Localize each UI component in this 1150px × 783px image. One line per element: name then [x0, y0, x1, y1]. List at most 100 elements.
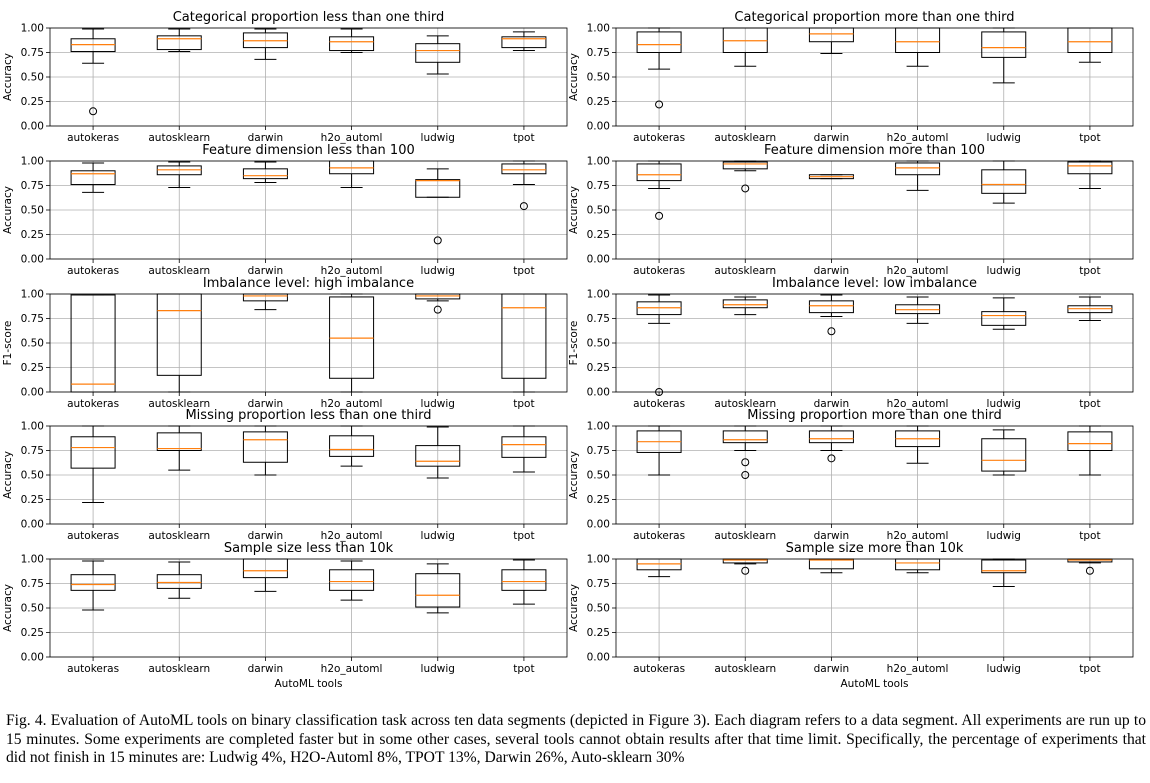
- x-tick-label: tpot: [513, 530, 534, 542]
- y-tick-label: 0.50: [587, 72, 610, 84]
- y-tick-label: 1.00: [587, 554, 610, 566]
- y-axis-label: F1-score: [568, 321, 580, 366]
- chart-title: Categorical proportion less than one thi…: [173, 10, 445, 25]
- boxplot-figure: 0.00 0.25 0.50 0.75 1.00 autokeras autosklearn…: [2, 10, 1134, 690]
- x-tick-label: darwin: [814, 265, 850, 277]
- x-tick-label: ludwig: [987, 530, 1021, 542]
- outlier-point: [741, 184, 750, 193]
- box-darwin: [242, 161, 288, 184]
- y-axis-label: F1-score: [2, 321, 14, 366]
- iqr-box: [808, 430, 854, 444]
- figure-caption: Fig. 4. Evaluation of AutoML tools on bi…: [6, 712, 1146, 767]
- y-tick-label: 0.25: [587, 362, 610, 374]
- box-ludwig: [415, 426, 461, 479]
- x-tick-label: darwin: [814, 132, 850, 144]
- box-tpot: [501, 559, 547, 605]
- x-tick-label: ludwig: [421, 663, 455, 675]
- x-tick-label: autokeras: [67, 663, 119, 675]
- chart-title: Categorical proportion more than one thi…: [734, 10, 1014, 25]
- chart-title: Sample size more than 10k: [786, 541, 964, 556]
- y-tick-label: 0.25: [21, 229, 44, 241]
- x-tick-label: tpot: [1079, 265, 1100, 277]
- iqr-box: [895, 162, 941, 176]
- box-autosklearn: [722, 425, 768, 479]
- iqr-box: [722, 430, 768, 444]
- x-axis-label: AutoML tools: [275, 678, 343, 690]
- y-tick-label: 0.00: [587, 519, 610, 531]
- y-tick-label: 0.00: [21, 519, 44, 531]
- x-tick-label: tpot: [513, 265, 534, 277]
- iqr-box: [70, 170, 116, 186]
- plot-frame: [615, 293, 1134, 393]
- x-tick-label: h2o_automl: [321, 530, 383, 542]
- y-tick-label: 1.00: [587, 421, 610, 433]
- x-tick-label: tpot: [513, 398, 534, 410]
- x-tick-label: tpot: [513, 663, 534, 675]
- x-tick-label: autokeras: [67, 398, 119, 410]
- y-tick-label: 0.75: [21, 180, 44, 192]
- y-tick-label: 0.25: [587, 229, 610, 241]
- box-autokeras: [70, 28, 116, 116]
- y-tick-label: 0.25: [21, 627, 44, 639]
- iqr-box: [981, 31, 1027, 58]
- iqr-box: [415, 179, 461, 198]
- iqr-box: [329, 569, 375, 591]
- x-tick-label: ludwig: [421, 265, 455, 277]
- chart-panel: 0.00 0.25 0.50 0.75 1.00 autokeras autosklearn…: [2, 10, 568, 144]
- x-tick-label: tpot: [1079, 663, 1100, 675]
- iqr-box: [501, 163, 547, 175]
- chart-panel: 0.00 0.25 0.50 0.75 1.00 autokeras autosklearn…: [568, 10, 1134, 144]
- chart-title: Missing proportion more than one third: [747, 408, 1002, 423]
- box-h2o_automl: [895, 296, 941, 324]
- y-axis-label: Accuracy: [2, 53, 14, 101]
- box-tpot: [1067, 296, 1113, 321]
- iqr-box: [636, 163, 682, 182]
- box-autosklearn: [156, 161, 202, 188]
- x-tick-label: autosklearn: [148, 663, 210, 675]
- y-tick-label: 0.00: [587, 121, 610, 133]
- x-tick-label: ludwig: [421, 398, 455, 410]
- y-tick-label: 0.25: [21, 362, 44, 374]
- iqr-box: [156, 432, 202, 451]
- x-tick-label: tpot: [1079, 132, 1100, 144]
- chart-panel: 0.00 0.25 0.50 0.75 1.00 autokeras autosklearn…: [568, 276, 1134, 410]
- box-autokeras: [70, 162, 116, 193]
- x-tick-label: autokeras: [67, 132, 119, 144]
- chart-title: Imbalance level: high imbalance: [203, 276, 414, 291]
- iqr-box: [636, 31, 682, 53]
- x-tick-label: tpot: [513, 132, 534, 144]
- y-tick-label: 0.75: [587, 313, 610, 325]
- box-darwin: [808, 174, 854, 180]
- chart-panel: 0.00 0.25 0.50 0.75 1.00 autokeras autosklearn…: [568, 541, 1134, 690]
- box-autokeras: [636, 294, 682, 396]
- y-tick-label: 0.00: [587, 254, 610, 266]
- y-tick-label: 0.75: [21, 445, 44, 457]
- box-ludwig: [415, 35, 461, 75]
- outlier-point: [89, 107, 98, 116]
- box-ludwig: [981, 429, 1027, 476]
- y-tick-label: 0.50: [587, 205, 610, 217]
- x-tick-label: autokeras: [633, 398, 685, 410]
- y-tick-label: 0.75: [21, 313, 44, 325]
- outlier-point: [1085, 566, 1094, 575]
- y-tick-label: 1.00: [587, 156, 610, 168]
- x-tick-label: autokeras: [633, 663, 685, 675]
- x-tick-label: tpot: [1079, 398, 1100, 410]
- x-tick-label: h2o_automl: [321, 663, 383, 675]
- box-autosklearn: [156, 28, 202, 53]
- chart-title: Missing proportion less than one third: [185, 408, 431, 423]
- y-tick-label: 0.50: [21, 72, 44, 84]
- chart-panel: 0.00 0.25 0.50 0.75 1.00 autokeras autosklearn…: [2, 143, 568, 277]
- x-tick-label: darwin: [248, 398, 284, 410]
- chart-panel: 0.00 0.25 0.50 0.75 1.00 autokeras autosklearn…: [568, 143, 1134, 277]
- y-tick-label: 0.75: [587, 578, 610, 590]
- x-tick-label: h2o_automl: [321, 265, 383, 277]
- y-axis-label: Accuracy: [568, 186, 580, 234]
- y-axis-label: Accuracy: [568, 53, 580, 101]
- outlier-point: [519, 202, 528, 211]
- chart-title: Feature dimension more than 100: [764, 143, 985, 158]
- iqr-box: [156, 574, 202, 589]
- box-h2o_automl: [329, 560, 375, 601]
- x-tick-label: ludwig: [421, 530, 455, 542]
- x-tick-label: autosklearn: [714, 663, 776, 675]
